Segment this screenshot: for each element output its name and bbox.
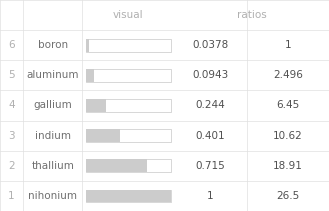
- Bar: [86, 69, 171, 82]
- Text: aluminum: aluminum: [26, 70, 79, 80]
- Text: 0.244: 0.244: [196, 100, 225, 111]
- Bar: [86, 69, 94, 82]
- Text: visual: visual: [113, 10, 144, 20]
- Text: 2: 2: [8, 161, 15, 171]
- Text: boron: boron: [38, 40, 68, 50]
- Bar: [86, 99, 171, 112]
- Text: 3: 3: [8, 131, 15, 141]
- Text: 4: 4: [8, 100, 15, 111]
- Bar: [86, 129, 171, 142]
- Text: 1: 1: [207, 191, 214, 201]
- Text: gallium: gallium: [33, 100, 72, 111]
- Text: thallium: thallium: [31, 161, 74, 171]
- Text: 26.5: 26.5: [276, 191, 299, 201]
- Text: 0.0943: 0.0943: [192, 70, 229, 80]
- Bar: [86, 39, 89, 51]
- Bar: [86, 190, 171, 202]
- Bar: [86, 160, 171, 172]
- Text: 1: 1: [285, 40, 291, 50]
- Text: 2.496: 2.496: [273, 70, 303, 80]
- Text: nihonium: nihonium: [28, 191, 77, 201]
- Text: 18.91: 18.91: [273, 161, 303, 171]
- Text: 0.715: 0.715: [196, 161, 225, 171]
- Bar: [86, 39, 171, 51]
- Text: 6.45: 6.45: [276, 100, 299, 111]
- Text: 6: 6: [8, 40, 15, 50]
- Text: 0.401: 0.401: [196, 131, 225, 141]
- Bar: [86, 129, 120, 142]
- Bar: [86, 99, 106, 112]
- Bar: [86, 160, 147, 172]
- Text: 5: 5: [8, 70, 15, 80]
- Text: 0.0378: 0.0378: [192, 40, 229, 50]
- Text: 1: 1: [8, 191, 15, 201]
- Bar: [86, 190, 171, 202]
- Text: 10.62: 10.62: [273, 131, 303, 141]
- Text: ratios: ratios: [237, 10, 266, 20]
- Text: indium: indium: [35, 131, 71, 141]
